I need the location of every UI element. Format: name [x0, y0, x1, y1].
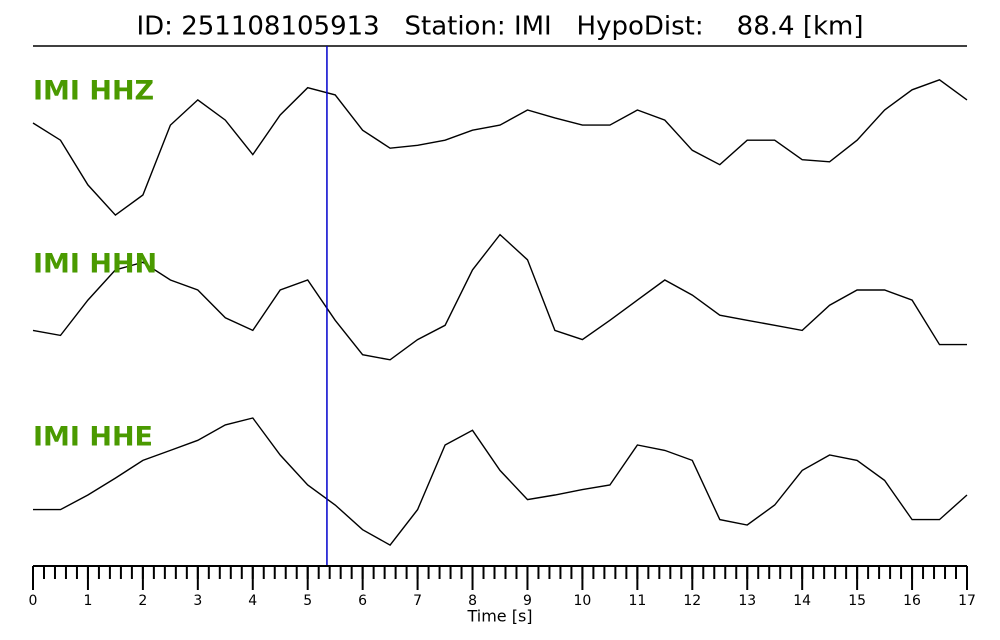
x-tick-label: 7	[413, 593, 422, 609]
trace	[33, 417, 968, 547]
trace-label: IMI HHZ	[33, 76, 154, 107]
trace	[32, 79, 968, 217]
x-tick-label: 2	[138, 593, 147, 609]
x-tick-label: 1	[83, 593, 92, 609]
x-tick-label: 17	[958, 593, 976, 609]
x-tick-label: 15	[848, 593, 866, 609]
x-tick-label: 16	[903, 593, 921, 609]
x-tick-label: 12	[683, 593, 701, 609]
trace-label: IMI HHN	[33, 249, 157, 280]
x-tick-label: 0	[29, 593, 38, 609]
x-tick-label: 10	[573, 593, 591, 609]
x-tick-label: 3	[193, 593, 202, 609]
chart-title: ID: 251108105913 Station: IMI HypoDist: …	[136, 12, 863, 42]
x-tick-label: 6	[358, 593, 367, 609]
x-tick-label: 8	[468, 593, 477, 609]
trace	[32, 233, 967, 361]
x-tick-label: 9	[523, 593, 532, 609]
x-axis-label: Time [s]	[466, 607, 532, 626]
x-tick-label: 13	[738, 593, 756, 609]
x-tick-label: 5	[303, 593, 312, 609]
x-tick-label: 4	[248, 593, 257, 609]
x-tick-label: 14	[793, 593, 811, 609]
x-tick-label: 11	[628, 593, 646, 609]
trace-label: IMI HHE	[33, 422, 153, 453]
